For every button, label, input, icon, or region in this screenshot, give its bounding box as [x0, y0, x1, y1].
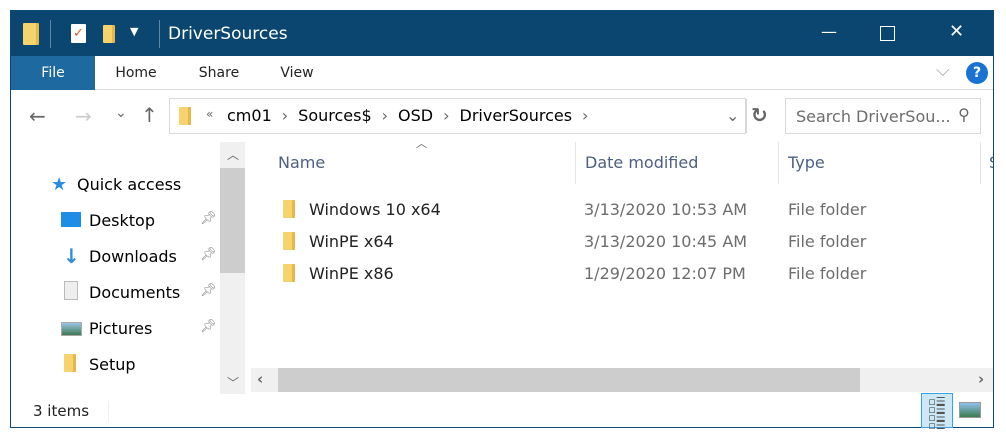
pin-icon[interactable]: 📌︎ — [200, 319, 217, 334]
properties-icon[interactable]: ✓ — [71, 24, 86, 43]
sidebar-scrollbar[interactable]: ︿ ﹀ — [220, 142, 245, 394]
sidebar-quick-access[interactable]: Quick access — [77, 175, 182, 194]
breadcrumb-separator[interactable]: › — [443, 106, 450, 125]
desktop-icon — [61, 212, 81, 227]
recent-locations-button[interactable]: ⌄ — [115, 105, 127, 121]
tab-view[interactable]: View — [280, 65, 314, 81]
tab-file[interactable]: File — [11, 56, 95, 90]
downloads-icon: ↓ — [63, 244, 80, 268]
up-button[interactable]: ↑ — [141, 103, 158, 127]
column-header-type[interactable]: Type — [788, 153, 825, 172]
tab-home[interactable]: Home — [115, 65, 157, 81]
large-icons-view-button[interactable] — [959, 402, 981, 418]
pin-icon[interactable]: 📌︎ — [200, 211, 217, 226]
folder-icon — [283, 264, 295, 282]
customize-toolbar-icon[interactable]: ▼ — [130, 25, 139, 38]
breadcrumb-separator[interactable]: › — [582, 106, 589, 125]
pictures-icon — [61, 322, 82, 336]
breadcrumb-osd[interactable]: OSD — [398, 106, 434, 125]
scrollbar-thumb[interactable] — [220, 168, 245, 273]
explorer-window: ✓ ▼ DriverSources — ✕ File Home Share Vi… — [10, 10, 994, 431]
sidebar-item-pictures[interactable]: Pictures — [89, 319, 153, 338]
scroll-up-icon[interactable]: ︿ — [227, 148, 240, 162]
folder-icon — [179, 107, 191, 125]
search-placeholder: Search DriverSou... — [796, 107, 951, 126]
search-icon[interactable]: ⚲ — [958, 105, 970, 124]
folder-icon — [23, 23, 39, 45]
divider — [108, 401, 109, 421]
sidebar-item-documents[interactable]: Documents — [89, 283, 181, 302]
back-button[interactable]: ← — [29, 104, 46, 128]
breadcrumb-separator[interactable]: › — [381, 106, 389, 125]
file-date: 3/13/2020 10:53 AM — [584, 200, 748, 219]
status-item-count: 3 items — [33, 402, 90, 420]
file-date: 3/13/2020 10:45 AM — [584, 232, 748, 251]
divider — [159, 20, 160, 48]
refresh-button[interactable]: ↻ — [751, 103, 768, 127]
file-date: 1/29/2020 12:07 PM — [584, 264, 746, 283]
forward-button[interactable]: → — [75, 104, 92, 128]
column-header-size[interactable]: S — [989, 153, 993, 172]
pin-icon[interactable]: 📌︎ — [200, 283, 217, 298]
new-folder-icon[interactable] — [103, 25, 115, 43]
sidebar-item-desktop[interactable]: Desktop — [89, 211, 155, 230]
column-header-date[interactable]: Date modified — [585, 153, 699, 172]
scroll-down-icon[interactable]: ﹀ — [227, 376, 240, 390]
scroll-right-icon[interactable]: › — [978, 370, 985, 388]
file-name[interactable]: Windows 10 x64 — [309, 200, 441, 219]
breadcrumb-sources[interactable]: Sources$ — [298, 106, 372, 125]
address-bar[interactable]: « cm01 › Sources$ › OSD › DriverSources › ⌄ — [169, 98, 747, 134]
folder-icon — [64, 354, 76, 372]
file-type: File folder — [788, 264, 867, 283]
sidebar-item-setup[interactable]: Setup — [89, 355, 136, 374]
close-button[interactable]: ✕ — [949, 21, 965, 42]
sidebar-item-downloads[interactable]: Downloads — [89, 247, 177, 266]
maximize-button[interactable] — [880, 26, 895, 41]
breadcrumb-separator[interactable]: › — [281, 106, 289, 125]
folder-icon — [283, 232, 295, 250]
address-dropdown[interactable]: ⌄ — [726, 106, 740, 125]
minimize-button[interactable]: — — [821, 22, 837, 41]
ribbon: File Home Share View ⌵ ? — [11, 56, 993, 90]
file-type: File folder — [788, 200, 867, 219]
table-row[interactable]: Windows 10 x64 3/13/2020 10:53 AM File f… — [271, 197, 981, 225]
window-title: DriverSources — [168, 24, 288, 44]
details-view-button[interactable]: ▫☰ ▫☰ ▫☰ ▫☰ — [921, 393, 953, 431]
expand-ribbon-icon[interactable]: ⌵ — [936, 60, 950, 81]
divider — [746, 99, 747, 133]
quick-access-star-icon: ★ — [51, 174, 68, 195]
title-bar: ✓ ▼ DriverSources — ✕ — [11, 11, 993, 56]
divider — [50, 20, 51, 48]
column-header-name[interactable]: Name — [278, 153, 326, 172]
pin-icon[interactable]: 📌︎ — [200, 247, 217, 262]
sort-ascending-icon: ︿ — [416, 137, 427, 150]
scroll-left-icon[interactable]: ‹ — [257, 370, 264, 388]
file-name[interactable]: WinPE x86 — [309, 264, 394, 283]
divider — [778, 142, 779, 184]
search-input[interactable]: Search DriverSou... ⚲ — [785, 98, 981, 134]
horizontal-scrollbar[interactable]: ‹ › — [251, 368, 993, 392]
file-type: File folder — [788, 232, 867, 251]
scrollbar-thumb[interactable] — [278, 368, 860, 392]
table-row[interactable]: WinPE x64 3/13/2020 10:45 AM File folder — [271, 229, 981, 257]
folder-icon — [283, 200, 295, 218]
breadcrumb-cm01[interactable]: cm01 — [227, 106, 272, 125]
root-chevron[interactable]: « — [206, 107, 214, 121]
documents-icon — [64, 281, 78, 300]
breadcrumb-driversources[interactable]: DriverSources — [459, 106, 573, 125]
file-name[interactable]: WinPE x64 — [309, 232, 394, 251]
table-row[interactable]: WinPE x86 1/29/2020 12:07 PM File folder — [271, 261, 981, 289]
divider — [980, 142, 981, 184]
help-icon[interactable]: ? — [966, 62, 988, 84]
tab-share[interactable]: Share — [198, 65, 240, 81]
divider — [575, 142, 576, 184]
